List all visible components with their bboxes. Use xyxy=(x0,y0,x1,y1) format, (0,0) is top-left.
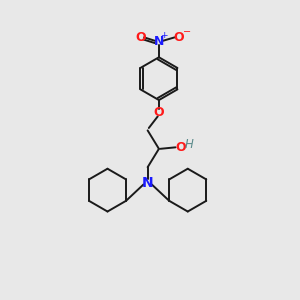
Text: N: N xyxy=(142,176,153,190)
Text: −: − xyxy=(182,27,190,37)
Text: O: O xyxy=(175,141,186,154)
Text: O: O xyxy=(135,31,146,44)
Text: N: N xyxy=(154,35,164,48)
Text: H: H xyxy=(185,138,194,151)
Text: O: O xyxy=(154,106,164,119)
Text: +: + xyxy=(160,31,168,40)
Text: O: O xyxy=(173,31,184,44)
